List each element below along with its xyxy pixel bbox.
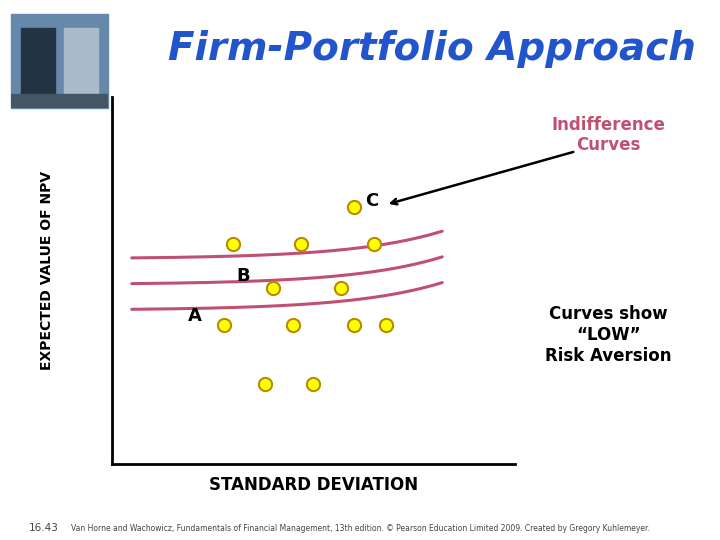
Point bbox=[348, 203, 359, 212]
Text: A: A bbox=[188, 307, 202, 325]
Point bbox=[219, 321, 230, 329]
Point bbox=[336, 284, 347, 293]
Text: EXPECTED VALUE OF NPV: EXPECTED VALUE OF NPV bbox=[40, 171, 54, 369]
Text: B: B bbox=[237, 267, 251, 285]
Point bbox=[368, 240, 379, 248]
Bar bbox=[21, 28, 55, 94]
Text: Indifference
Curves: Indifference Curves bbox=[552, 116, 665, 154]
X-axis label: STANDARD DEVIATION: STANDARD DEVIATION bbox=[209, 476, 418, 494]
Text: C: C bbox=[366, 192, 379, 210]
Bar bbox=[64, 28, 99, 108]
Point bbox=[380, 321, 392, 329]
Bar bbox=[11, 94, 108, 108]
Text: Van Horne and Wachowicz, Fundamentals of Financial Management, 13th edition. © P: Van Horne and Wachowicz, Fundamentals of… bbox=[71, 524, 649, 533]
Text: Firm-Portfolio Approach: Firm-Portfolio Approach bbox=[168, 30, 696, 68]
Point bbox=[307, 379, 319, 388]
Point bbox=[295, 240, 307, 248]
Point bbox=[287, 321, 299, 329]
Point bbox=[227, 240, 238, 248]
Point bbox=[267, 284, 279, 293]
Point bbox=[348, 321, 359, 329]
Text: Curves show
“LOW”
Risk Aversion: Curves show “LOW” Risk Aversion bbox=[545, 305, 672, 364]
Text: 16.43: 16.43 bbox=[29, 523, 58, 533]
Point bbox=[259, 379, 271, 388]
